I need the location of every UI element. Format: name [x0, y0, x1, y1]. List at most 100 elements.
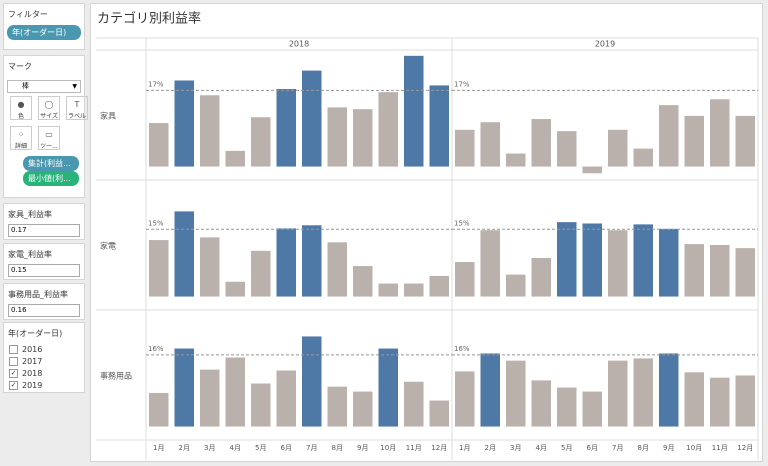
button-icon: ◯	[44, 100, 54, 109]
checkbox[interactable]: ✓	[9, 380, 18, 390]
bar	[225, 357, 245, 427]
mark-button[interactable]: ◯ サイズ	[38, 96, 60, 120]
year-item[interactable]: 2016	[9, 343, 84, 355]
parameter-name: 家具_利益率	[8, 210, 52, 219]
bar	[200, 95, 220, 167]
year-list: 2016 2017 ✓ 2018 ✓ 2019	[4, 343, 84, 391]
bar	[251, 383, 271, 427]
x-tick-label: 11月	[406, 444, 422, 452]
bar	[506, 153, 526, 167]
parameter-input[interactable]: 0.16	[8, 304, 80, 317]
bar	[276, 370, 296, 427]
parameter-input[interactable]: 0.15	[8, 264, 80, 277]
x-tick-label: 3月	[204, 444, 215, 452]
x-tick-label: 8月	[332, 444, 343, 452]
bar	[506, 274, 526, 297]
bar	[557, 131, 577, 167]
bar	[735, 248, 755, 297]
x-tick-label: 6月	[587, 444, 598, 452]
bar	[353, 266, 373, 297]
button-label: ラベル	[67, 113, 86, 120]
bar	[633, 224, 653, 297]
mark-button[interactable]: ● 色	[10, 96, 32, 120]
bar	[557, 222, 577, 297]
x-tick-label: 11月	[712, 444, 728, 452]
filters-title: フィルター	[8, 10, 48, 19]
bar	[659, 228, 679, 297]
x-tick-label: 9月	[663, 444, 674, 452]
bar	[455, 262, 475, 297]
bar	[200, 369, 220, 427]
x-tick-label: 7月	[306, 444, 317, 452]
column-header: 2019	[595, 40, 615, 49]
filters-card: フィルター 年(オーダー日)	[3, 3, 85, 50]
bar	[353, 109, 373, 167]
bar	[174, 80, 194, 167]
parameter-name: 事務用品_利益率	[8, 290, 68, 299]
button-icon: ●	[17, 100, 25, 109]
x-tick-label: 12月	[431, 444, 447, 452]
bar	[659, 353, 679, 427]
row-header: 事務用品	[100, 371, 132, 381]
column-header: 2018	[289, 40, 309, 49]
mark-button[interactable]: ⁘ 詳細	[10, 126, 32, 150]
parameter-card: 家電_利益率 0.15	[3, 243, 85, 280]
checkbox[interactable]	[9, 344, 18, 354]
button-icon: T	[74, 100, 80, 109]
bar	[480, 230, 500, 297]
bar	[455, 129, 475, 167]
mark-pill[interactable]: 最小値(利...	[23, 171, 79, 186]
parameter-card: 事務用品_利益率 0.16	[3, 283, 85, 320]
x-tick-label: 4月	[536, 444, 547, 452]
x-tick-label: 12月	[737, 444, 753, 452]
button-label: 色	[17, 113, 24, 120]
bar	[378, 92, 398, 167]
bar	[302, 70, 322, 167]
bar	[149, 240, 169, 297]
year-item[interactable]: 2017	[9, 355, 84, 367]
chart-title: カテゴリ別利益率	[97, 11, 201, 27]
bar	[608, 360, 628, 427]
checkbox[interactable]	[9, 356, 18, 366]
bar	[684, 244, 704, 297]
marks-title: マーク	[8, 62, 32, 71]
x-tick-label: 5月	[255, 444, 266, 452]
bar	[404, 283, 424, 297]
bar	[480, 122, 500, 167]
bar	[531, 119, 551, 167]
year-label: 2018	[22, 368, 43, 378]
bar	[429, 85, 449, 167]
x-tick-label: 9月	[357, 444, 368, 452]
year-label: 2017	[22, 356, 43, 366]
row-header: 家具	[100, 111, 116, 121]
mark-pill[interactable]: 集計(利益...	[23, 156, 79, 171]
x-tick-label: 10月	[686, 444, 702, 452]
year-label: 2019	[22, 380, 43, 390]
mark-button[interactable]: T ラベル	[66, 96, 88, 120]
x-tick-label: 4月	[230, 444, 241, 452]
dropdown-arrow: ▼	[72, 83, 77, 90]
year-label: 2016	[22, 344, 43, 354]
reference-label: 15%	[454, 219, 470, 227]
filter-pill[interactable]: 年(オーダー日)	[7, 25, 81, 40]
x-tick-label: 2月	[485, 444, 496, 452]
bar	[659, 105, 679, 167]
bar	[200, 237, 220, 297]
bar	[302, 336, 322, 427]
bar	[480, 353, 500, 427]
bar	[149, 123, 169, 167]
mark-type-dropdown[interactable]: 棒 ▼	[7, 80, 81, 93]
row-header: 家電	[100, 241, 116, 251]
bar	[174, 211, 194, 297]
x-tick-label: 10月	[380, 444, 396, 452]
year-item[interactable]: ✓ 2019	[9, 379, 84, 391]
bar	[506, 360, 526, 427]
checkbox[interactable]: ✓	[9, 368, 18, 378]
bar	[327, 386, 347, 427]
bar	[608, 129, 628, 167]
x-tick-label: 6月	[281, 444, 292, 452]
parameter-input[interactable]: 0.17	[8, 224, 80, 237]
year-item[interactable]: ✓ 2018	[9, 367, 84, 379]
mark-button[interactable]: ▭ ツー...	[38, 126, 60, 150]
bar	[710, 99, 730, 167]
